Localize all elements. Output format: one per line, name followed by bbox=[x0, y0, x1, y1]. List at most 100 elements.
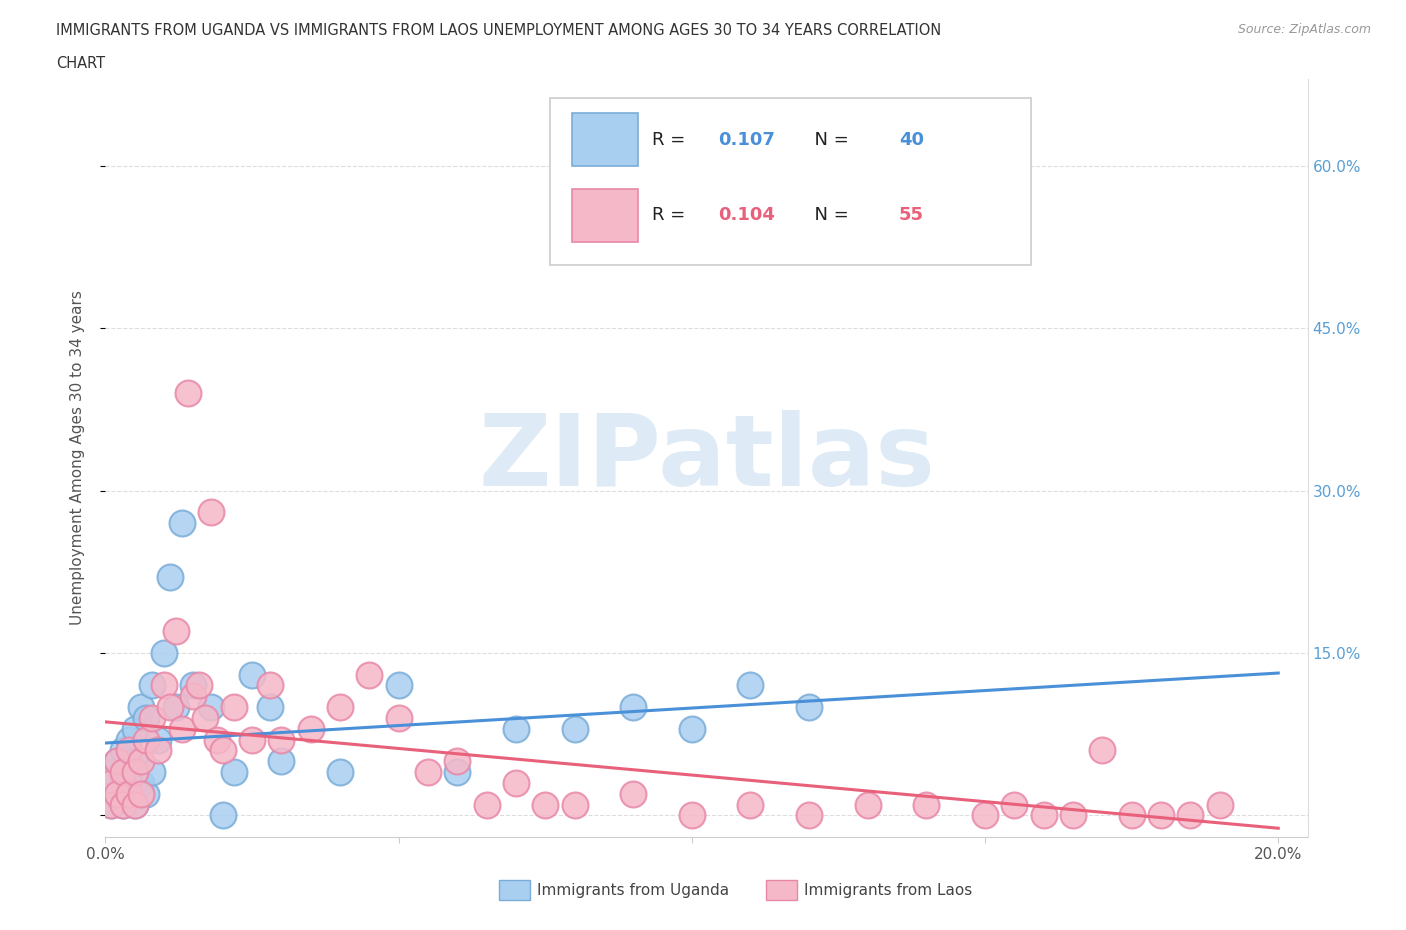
Point bbox=[176, 386, 198, 401]
Point bbox=[621, 699, 644, 714]
Point bbox=[124, 797, 146, 812]
Point bbox=[240, 732, 263, 747]
Point bbox=[681, 808, 703, 823]
Point bbox=[564, 797, 586, 812]
Point bbox=[135, 732, 157, 747]
Point bbox=[211, 743, 233, 758]
Point bbox=[141, 711, 163, 725]
Text: Immigrants from Uganda: Immigrants from Uganda bbox=[537, 883, 730, 897]
Point bbox=[129, 776, 152, 790]
Text: R =: R = bbox=[652, 131, 692, 149]
Point bbox=[153, 645, 176, 660]
Point bbox=[105, 753, 128, 768]
Point bbox=[200, 699, 222, 714]
Point bbox=[112, 764, 135, 779]
Text: CHART: CHART bbox=[56, 56, 105, 71]
Point bbox=[446, 753, 468, 768]
Point bbox=[105, 753, 128, 768]
Text: 55: 55 bbox=[898, 206, 924, 224]
Point bbox=[118, 786, 141, 801]
Point bbox=[1062, 808, 1084, 823]
Point bbox=[135, 711, 157, 725]
Point bbox=[200, 505, 222, 520]
Point bbox=[446, 764, 468, 779]
Text: R =: R = bbox=[652, 206, 692, 224]
Point bbox=[388, 678, 411, 693]
Point bbox=[740, 797, 762, 812]
Point bbox=[299, 722, 322, 737]
Point bbox=[165, 624, 187, 639]
Point bbox=[141, 764, 163, 779]
Bar bbox=[572, 113, 638, 166]
Point bbox=[100, 797, 122, 812]
Point bbox=[1121, 808, 1143, 823]
Point bbox=[118, 764, 141, 779]
Y-axis label: Unemployment Among Ages 30 to 34 years: Unemployment Among Ages 30 to 34 years bbox=[70, 290, 84, 626]
Text: 0.104: 0.104 bbox=[718, 206, 776, 224]
Point bbox=[100, 764, 122, 779]
Point bbox=[270, 732, 292, 747]
FancyBboxPatch shape bbox=[550, 98, 1031, 265]
Point bbox=[329, 699, 352, 714]
Point bbox=[505, 776, 527, 790]
Point bbox=[124, 753, 146, 768]
Text: N =: N = bbox=[803, 206, 855, 224]
Point bbox=[118, 743, 141, 758]
Point bbox=[141, 678, 163, 693]
Point bbox=[112, 797, 135, 812]
Point bbox=[124, 722, 146, 737]
Point bbox=[224, 764, 246, 779]
Point bbox=[475, 797, 498, 812]
Text: ZIPatlas: ZIPatlas bbox=[478, 409, 935, 507]
Point bbox=[170, 722, 193, 737]
Point bbox=[211, 808, 233, 823]
Point bbox=[112, 797, 135, 812]
Point bbox=[974, 808, 997, 823]
Point bbox=[259, 699, 281, 714]
Point bbox=[183, 678, 205, 693]
Point bbox=[188, 678, 211, 693]
Text: 0.107: 0.107 bbox=[718, 131, 776, 149]
Point bbox=[205, 732, 228, 747]
Point bbox=[534, 797, 557, 812]
Point bbox=[564, 722, 586, 737]
Text: N =: N = bbox=[803, 131, 855, 149]
Point bbox=[359, 667, 381, 682]
Point bbox=[797, 699, 820, 714]
Point bbox=[159, 699, 181, 714]
Point bbox=[856, 797, 879, 812]
Point bbox=[183, 689, 205, 704]
Point bbox=[129, 786, 152, 801]
Point bbox=[118, 786, 141, 801]
Point bbox=[1180, 808, 1202, 823]
Point bbox=[240, 667, 263, 682]
Point bbox=[259, 678, 281, 693]
Point bbox=[1150, 808, 1173, 823]
Point bbox=[270, 753, 292, 768]
Point bbox=[194, 711, 217, 725]
Point bbox=[681, 722, 703, 737]
Point bbox=[100, 797, 122, 812]
Point bbox=[1002, 797, 1025, 812]
Point bbox=[224, 699, 246, 714]
Text: Source: ZipAtlas.com: Source: ZipAtlas.com bbox=[1237, 23, 1371, 36]
Point bbox=[165, 699, 187, 714]
Point bbox=[100, 776, 122, 790]
Point bbox=[621, 786, 644, 801]
Point bbox=[148, 732, 170, 747]
Point bbox=[329, 764, 352, 779]
Point bbox=[388, 711, 411, 725]
Point bbox=[124, 797, 146, 812]
Point bbox=[105, 786, 128, 801]
Point bbox=[915, 797, 938, 812]
Point bbox=[740, 678, 762, 693]
Point bbox=[129, 699, 152, 714]
Point bbox=[1208, 797, 1230, 812]
Point bbox=[416, 764, 439, 779]
Point bbox=[105, 786, 128, 801]
Point bbox=[505, 722, 527, 737]
Point bbox=[797, 808, 820, 823]
Point bbox=[129, 753, 152, 768]
Point bbox=[118, 732, 141, 747]
Point bbox=[135, 786, 157, 801]
